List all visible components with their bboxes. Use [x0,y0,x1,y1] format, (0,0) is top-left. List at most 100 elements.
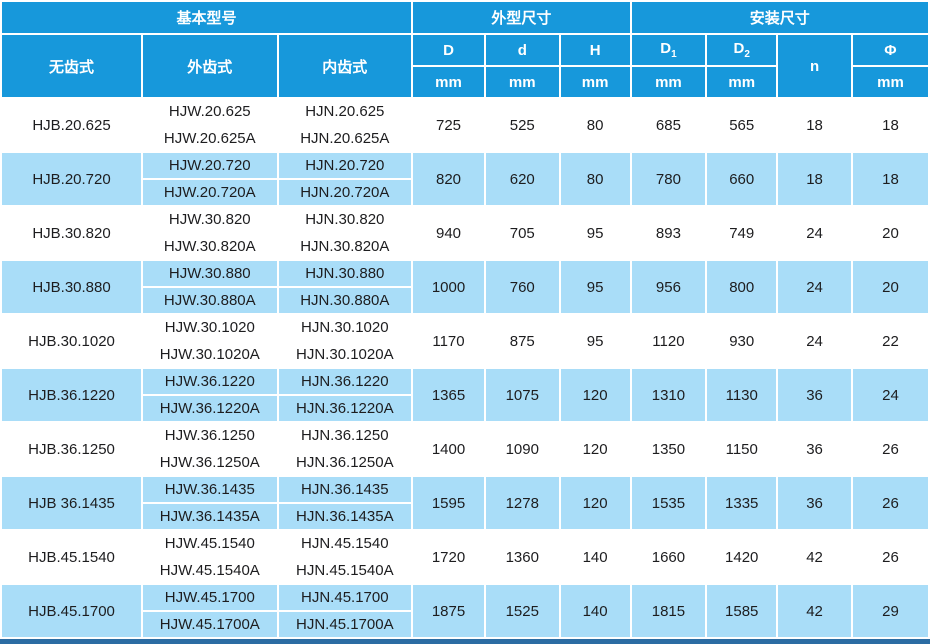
cell-n: 42 [776,583,853,639]
cell-external-gear-model-a: HJW.30.820A [141,232,279,261]
cell-d: 705 [483,205,561,261]
cell-H: 95 [558,205,632,261]
header-col-d: d [483,33,561,67]
cell-D: 1365 [411,367,486,423]
cell-no-gear-model: HJB 36.1435 [0,475,144,531]
cell-phi: 18 [850,97,930,153]
cell-internal-gear-model: HJN.36.1250 [276,421,414,450]
cell-D: 1170 [411,313,486,369]
cell-D: 725 [411,97,486,153]
header-unit-D-mm: mm [411,65,486,99]
cell-phi: 20 [850,205,930,261]
cell-internal-gear-model: HJN.45.1700 [276,583,414,612]
cell-D1: 1310 [629,367,708,423]
cell-external-gear-model: HJW.20.625 [141,97,279,126]
table-subrow: HJW.36.1220A HJN.36.1220A [1,394,929,423]
header-col-n: n [776,33,853,99]
cell-external-gear-model-a: HJW.36.1220A [141,394,279,423]
cell-H: 80 [558,151,632,207]
header-col-D1: D1 [629,33,708,67]
cell-D1: 1120 [629,313,708,369]
cell-internal-gear-model-a: HJN.20.625A [276,124,414,153]
table-row: HJB.30.820 HJW.30.820 HJN.30.820 940 705… [0,205,930,261]
cell-no-gear-model: HJB.20.625 [0,97,144,153]
table-subrow: HJW.30.820A HJN.30.820A [1,232,929,261]
cell-external-gear-model: HJW.45.1540 [141,529,279,558]
cell-d: 760 [483,259,561,315]
cell-phi: 29 [850,583,930,639]
cell-no-gear-model: HJB.30.880 [0,259,144,315]
header-col-D1-base: D [660,40,672,57]
table-subrow: HJW.45.1700A HJN.45.1700A [1,610,929,639]
header-unit-D2-mm: mm [705,65,779,99]
table-row: HJB.20.625 HJW.20.625 HJN.20.625 725 525… [0,97,930,153]
header-col-no-gear: 无齿式 [0,33,144,99]
header-col-H: H [558,33,632,67]
cell-D: 1875 [411,583,486,639]
table-row: HJB.20.720 HJW.20.720 HJN.20.720 820 620… [0,151,930,207]
cell-H: 95 [558,259,632,315]
cell-external-gear-model-a: HJW.30.1020A [141,340,279,369]
cell-external-gear-model: HJW.45.1700 [141,583,279,612]
header-unit-H-mm: mm [558,65,632,99]
table-row: HJB 36.1435 HJW.36.1435 HJN.36.1435 1595… [0,475,930,531]
cell-D1: 1815 [629,583,708,639]
cell-internal-gear-model-a: HJN.30.820A [276,232,414,261]
cell-D2: 1335 [705,475,779,531]
cell-internal-gear-model-a: HJN.36.1220A [276,394,414,423]
cell-internal-gear-model: HJN.20.625 [276,97,414,126]
cell-D: 940 [411,205,486,261]
table-body: HJB.20.625 HJW.20.625 HJN.20.625 725 525… [0,97,930,639]
cell-external-gear-model: HJW.30.820 [141,205,279,234]
cell-D2: 1420 [705,529,779,585]
cell-no-gear-model: HJB.36.1220 [0,367,144,423]
cell-phi: 18 [850,151,930,207]
cell-H: 140 [558,529,632,585]
cell-external-gear-model: HJW.20.720 [141,151,279,180]
cell-D2: 749 [705,205,779,261]
cell-n: 18 [776,151,853,207]
cell-internal-gear-model: HJN.36.1435 [276,475,414,504]
header-col-D1-subscript: 1 [671,49,677,60]
cell-internal-gear-model-a: HJN.45.1540A [276,556,414,585]
table-row: HJB.30.880 HJW.30.880 HJN.30.880 1000 76… [0,259,930,315]
cell-D2: 930 [705,313,779,369]
cell-internal-gear-model: HJN.30.880 [276,259,414,288]
table-header: 基本型号 外型尺寸 安装尺寸 无齿式 外齿式 内齿式 D d H D1 D2 n… [0,0,930,99]
cell-d: 1360 [483,529,561,585]
cell-n: 24 [776,313,853,369]
cell-D2: 1130 [705,367,779,423]
cell-d: 1525 [483,583,561,639]
cell-external-gear-model: HJW.30.880 [141,259,279,288]
table-row: HJB.45.1540 HJW.45.1540 HJN.45.1540 1720… [0,529,930,585]
cell-n: 36 [776,475,853,531]
cell-D2: 800 [705,259,779,315]
cell-D1: 685 [629,97,708,153]
cell-D2: 1150 [705,421,779,477]
cell-d: 1278 [483,475,561,531]
cell-internal-gear-model-a: HJN.45.1700A [276,610,414,639]
cell-phi: 20 [850,259,930,315]
cell-D: 820 [411,151,486,207]
cell-external-gear-model-a: HJW.20.625A [141,124,279,153]
cell-external-gear-model-a: HJW.36.1435A [141,502,279,531]
cell-external-gear-model-a: HJW.20.720A [141,178,279,207]
cell-internal-gear-model-a: HJN.20.720A [276,178,414,207]
header-col-external-gear: 外齿式 [141,33,279,99]
table-subrow: HJW.36.1435A HJN.36.1435A [1,502,929,531]
cell-external-gear-model: HJW.36.1220 [141,367,279,396]
table-subrow: HJW.30.880A HJN.30.880A [1,286,929,315]
cell-n: 24 [776,259,853,315]
cell-phi: 24 [850,367,930,423]
header-col-D: D [411,33,486,67]
cell-d: 525 [483,97,561,153]
cell-no-gear-model: HJB.36.1250 [0,421,144,477]
header-group-mounting-dimensions: 安装尺寸 [629,0,930,35]
cell-no-gear-model: HJB.30.1020 [0,313,144,369]
cell-internal-gear-model-a: HJN.30.880A [276,286,414,315]
cell-D1: 1660 [629,529,708,585]
header-col-D2-base: D [733,40,745,57]
cell-D: 1000 [411,259,486,315]
cell-internal-gear-model: HJN.45.1540 [276,529,414,558]
